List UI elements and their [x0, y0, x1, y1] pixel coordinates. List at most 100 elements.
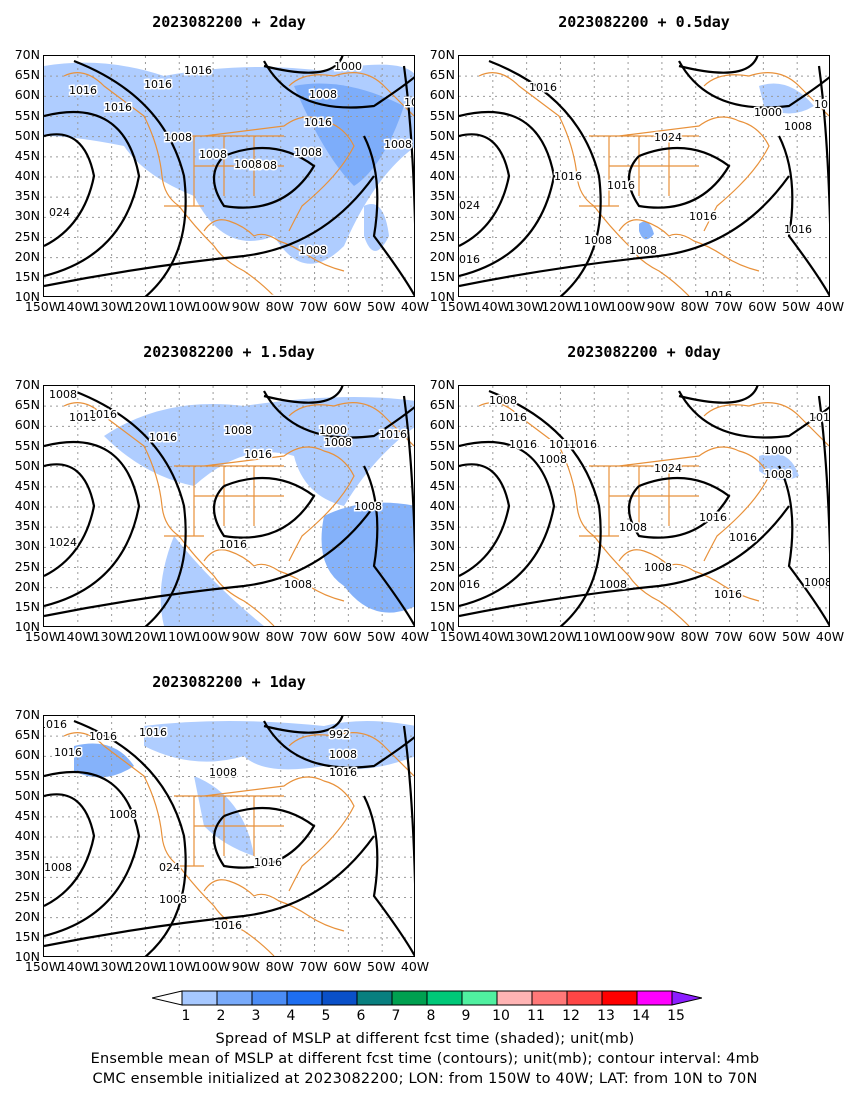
lat-tick-label: 65N	[14, 67, 40, 83]
colorbar-box	[286, 990, 323, 1006]
colorbar-box	[461, 990, 498, 1006]
colorbar-level-label: 1	[181, 1008, 191, 1024]
mslp-contour	[678, 386, 759, 404]
contour-label: 1008	[629, 244, 657, 257]
contour-label: 1008	[44, 861, 72, 874]
contour-label: 1016	[44, 718, 67, 731]
contour-label: 1008	[309, 88, 337, 101]
panel-title: 2023082200 + 1day	[152, 673, 306, 691]
lat-tick-label: 55N	[14, 107, 40, 123]
mslp-contour	[44, 110, 141, 278]
lat-tick-label: 10N	[429, 289, 455, 304]
mslp-map: 1016100010161008102410161016101602410081…	[459, 56, 830, 296]
mslp-contour	[627, 476, 731, 539]
contour-label: 1008	[234, 158, 262, 171]
contour-label: 1016	[69, 84, 97, 97]
contour-label: 1008	[329, 748, 357, 761]
contour-label: 1016	[304, 116, 332, 129]
map-frame: 1008101610161016101610081024100010081016…	[458, 385, 830, 627]
lat-tick-label: 20N	[429, 578, 455, 594]
contour-label: 1008	[254, 294, 282, 297]
mslp-contour	[678, 390, 829, 439]
contour-label: 1008	[49, 388, 77, 401]
lon-tick-label: 120W	[126, 299, 163, 314]
spread-shading	[294, 83, 404, 186]
mslp-contour	[402, 395, 414, 555]
spread-shading	[759, 83, 814, 114]
map-panel-4: 2023082200 + 1day 1016 1016 1016 1016 1000 992…	[15, 673, 429, 974]
lat-tick-label: 65N	[14, 397, 40, 413]
contour-label: 1024	[654, 462, 682, 475]
lat-tick-label: 10N	[14, 619, 40, 634]
lat-tick-label: 30N	[14, 868, 40, 884]
lat-tick-label: 60N	[429, 87, 455, 103]
lat-tick-label: 60N	[14, 87, 40, 103]
lon-tick-label: 140W	[473, 629, 510, 644]
lon-tick-label: 60W	[333, 299, 362, 314]
contour-label: 1000	[754, 106, 782, 119]
contour-label: 1008	[644, 561, 672, 574]
contour-label: 1016	[689, 210, 717, 223]
lon-tick-label: 90W	[646, 629, 676, 644]
coastline	[63, 402, 414, 626]
lon-tick-label: 40W	[400, 959, 430, 974]
lon-tick-label: 130W	[92, 299, 129, 314]
mslp-contour	[678, 56, 759, 74]
contour-label: 1016	[814, 98, 830, 111]
lat-tick-label: 15N	[14, 268, 40, 284]
contour-label: 024	[159, 861, 180, 874]
contour-label: 1016	[219, 538, 247, 551]
mslp-contour	[44, 440, 141, 608]
lat-tick-label: 15N	[429, 268, 455, 284]
lon-tick-label: 140W	[58, 299, 95, 314]
lon-tick-label: 70W	[299, 299, 328, 314]
mslp-contour	[402, 725, 414, 885]
contour-label: 1008	[299, 244, 327, 257]
lat-tick-label: 50N	[14, 787, 40, 803]
lat-tick-label: 50N	[429, 457, 455, 473]
lat-tick-label: 40N	[14, 498, 40, 513]
contour-label: 1000	[764, 444, 792, 457]
mslp-contour	[212, 476, 316, 539]
mslp-contour	[459, 440, 556, 608]
colorbar-box	[391, 990, 428, 1006]
lon-tick-label: 110W	[575, 299, 612, 314]
lon-tick-label: 80W	[680, 629, 709, 644]
spread-shading	[364, 204, 389, 251]
colorbar-level-label: 7	[391, 1008, 401, 1024]
colorbar-level-label: 3	[251, 1008, 261, 1024]
contour-label: 1008	[249, 626, 277, 627]
lat-tick-label: 70N	[429, 377, 455, 392]
lon-tick-label: 50W	[782, 299, 811, 314]
lon-tick-label: 70W	[714, 629, 743, 644]
mslp-contour	[459, 463, 511, 577]
lat-tick-label: 55N	[14, 437, 40, 453]
lon-tick-label: 50W	[367, 299, 396, 314]
contour-label: 1016	[607, 179, 635, 192]
contour-label: 1016	[404, 96, 415, 109]
mslp-contour	[44, 793, 96, 907]
longitude-axis: 150W 140W 130W 120W 110W 100W 90W 80W 70W 60W 50W 4…	[23, 629, 443, 645]
colorbar-level-label: 13	[597, 1008, 615, 1024]
lon-tick-label: 90W	[646, 299, 676, 314]
lat-tick-label: 70N	[14, 707, 40, 722]
map-frame: 1008 1016 1016 1016 1008 1000 1008 1016 1016 1008…	[43, 385, 415, 627]
lon-tick-label: 70W	[299, 959, 328, 974]
lon-tick-label: 100W	[608, 629, 646, 644]
lat-tick-label: 35N	[429, 188, 455, 204]
lat-tick-label: 50N	[14, 127, 40, 143]
mslp-contour	[263, 390, 414, 439]
lat-tick-label: 40N	[429, 498, 455, 513]
lat-tick-label: 60N	[429, 417, 455, 433]
contour-label: 1008	[384, 138, 412, 151]
lon-tick-label: 110W	[160, 629, 197, 644]
mslp-map: 1008101610161016101610081024100010081016…	[459, 386, 829, 626]
caption-shading: Spread of MSLP at different fcst time (s…	[215, 1031, 635, 1047]
mslp-contour	[817, 395, 829, 555]
contour-label: 1008	[199, 148, 227, 161]
panel-title: 2023082200 + 0.5day	[558, 13, 730, 31]
contour-label: 024	[49, 206, 70, 219]
mslp-contour	[263, 386, 344, 404]
contour-label: 1000	[334, 60, 362, 73]
